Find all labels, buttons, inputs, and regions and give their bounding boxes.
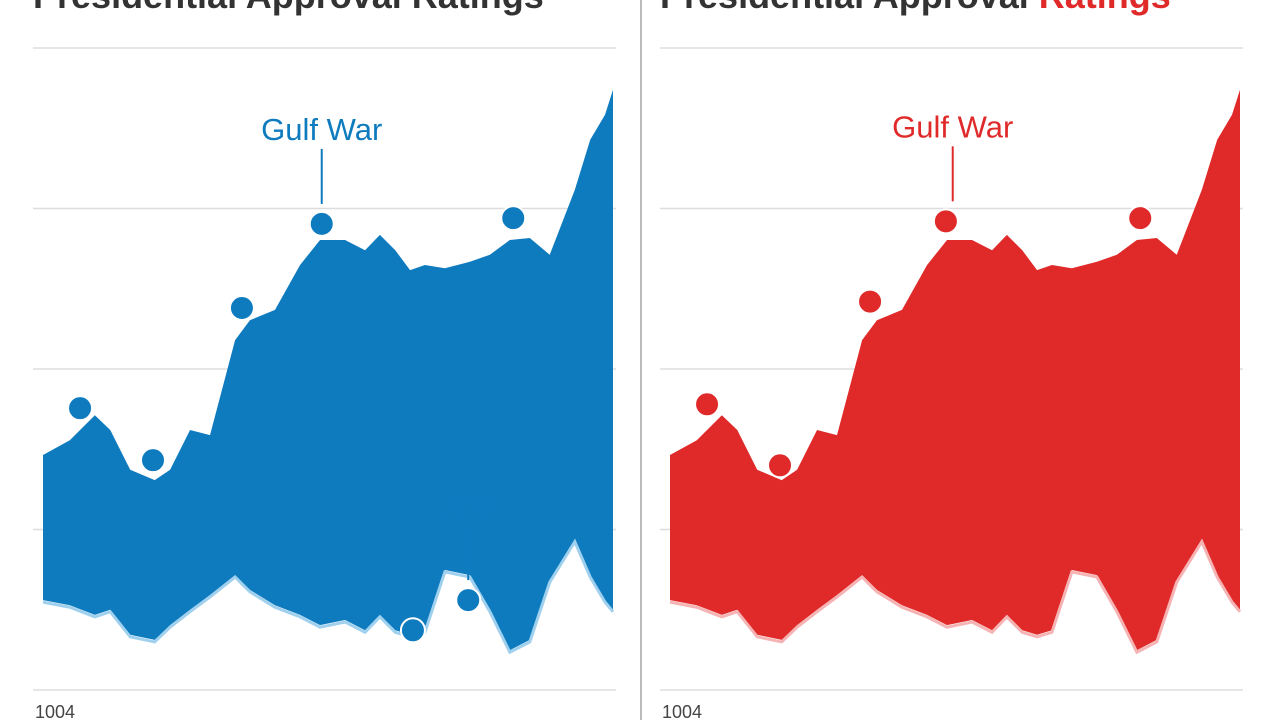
title-text: Presidential Approval Ratings: [33, 0, 544, 16]
marker: [1127, 205, 1154, 232]
annotation-text: Gulf War: [892, 109, 1013, 144]
annotation-text: Gulf War: [261, 112, 382, 147]
marker: [455, 587, 482, 614]
footer-label: 1004: [35, 702, 75, 720]
chart-title: Presidential Approval Ratings: [660, 0, 1171, 16]
lower-edge: [42, 538, 615, 655]
area-band: [43, 89, 613, 651]
marker: [694, 391, 721, 418]
area-band: [670, 89, 1240, 651]
marker: [857, 288, 884, 315]
marker: [140, 447, 167, 474]
annotation-text: 9/11: [439, 488, 497, 523]
footer-label: 1004: [662, 702, 702, 720]
marker: [500, 205, 527, 232]
marker: [932, 208, 959, 235]
marker: [308, 210, 335, 237]
chart-title: Presidential Approval Ratings: [33, 0, 544, 16]
marker: [767, 452, 794, 479]
lower-edge: [669, 538, 1242, 655]
title-text: Presidential Approval: [660, 0, 1039, 16]
annotation-text: 9/11: [1058, 440, 1116, 475]
title-highlight: Ratings: [1039, 0, 1171, 16]
marker: [228, 295, 255, 322]
marker: [399, 617, 426, 644]
marker: [67, 395, 94, 422]
